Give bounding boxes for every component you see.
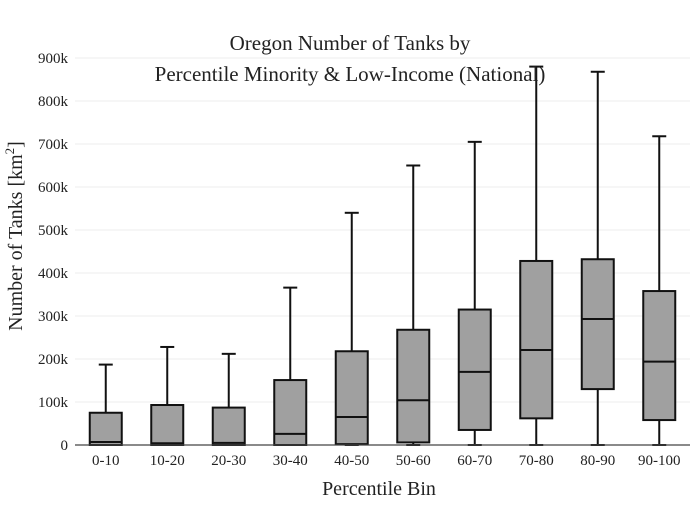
- iqr-box: [150, 404, 185, 447]
- y-tick-label: 200k: [38, 352, 69, 368]
- iqr-box: [519, 259, 554, 420]
- y-axis-label: Number of Tanks [km2]: [2, 141, 27, 331]
- x-tick-label: 70-80: [519, 453, 554, 469]
- y-tick-label: 900k: [38, 51, 69, 67]
- x-tick-label: 80-90: [580, 453, 615, 469]
- x-tick-label: 0-10: [92, 453, 120, 469]
- y-tick-label: 700k: [38, 137, 69, 153]
- iqr-box: [396, 328, 431, 444]
- iqr-box: [580, 258, 615, 391]
- x-tick-label: 20-30: [211, 453, 246, 469]
- iqr-box: [457, 308, 492, 431]
- iqr-box: [334, 350, 369, 446]
- y-tick-label: 400k: [38, 266, 69, 282]
- box-10-20: [150, 345, 185, 447]
- x-tick-label: 30-40: [273, 453, 308, 469]
- x-tick-label: 60-70: [457, 453, 492, 469]
- x-tick-label: 40-50: [334, 453, 369, 469]
- y-tick-label: 600k: [38, 180, 69, 196]
- iqr-box: [88, 411, 123, 446]
- y-axis-label-close: ]: [5, 141, 27, 148]
- iqr-box: [642, 290, 677, 422]
- y-axis-label-superscript: 2: [2, 148, 17, 155]
- box-90-100: [642, 135, 677, 446]
- box-50-60: [396, 164, 431, 446]
- axes: 0 100k 200k 300k 400k 500k 600k 700k 800k 900k 0-1…: [38, 51, 690, 469]
- y-tick-label: 800k: [38, 94, 69, 110]
- y-tick-label: 100k: [38, 395, 69, 411]
- box-40-50: [334, 211, 369, 446]
- x-tick-label: 10-20: [150, 453, 185, 469]
- x-tick-label: 90-100: [638, 453, 681, 469]
- box-20-30: [211, 352, 246, 446]
- y-tick-label: 500k: [38, 223, 69, 239]
- y-tick-label: 300k: [38, 309, 69, 325]
- y-axis-label-main: Number of Tanks [km: [5, 154, 27, 331]
- gridlines: [75, 57, 690, 403]
- box-series: [88, 65, 677, 447]
- box-30-40: [273, 286, 308, 447]
- chart-title-line-1: Oregon Number of Tanks by: [230, 31, 471, 55]
- box-80-90: [580, 70, 615, 446]
- y-tick-label: 0: [61, 438, 69, 454]
- x-axis-label: Percentile Bin: [322, 478, 436, 500]
- box-70-80: [519, 65, 554, 446]
- chart-title-line-2: Percentile Minority & Low-Income (Nation…: [155, 62, 546, 86]
- x-tick-label: 50-60: [396, 453, 431, 469]
- iqr-box: [211, 406, 246, 446]
- iqr-box: [273, 379, 308, 447]
- box-0-10: [88, 363, 123, 446]
